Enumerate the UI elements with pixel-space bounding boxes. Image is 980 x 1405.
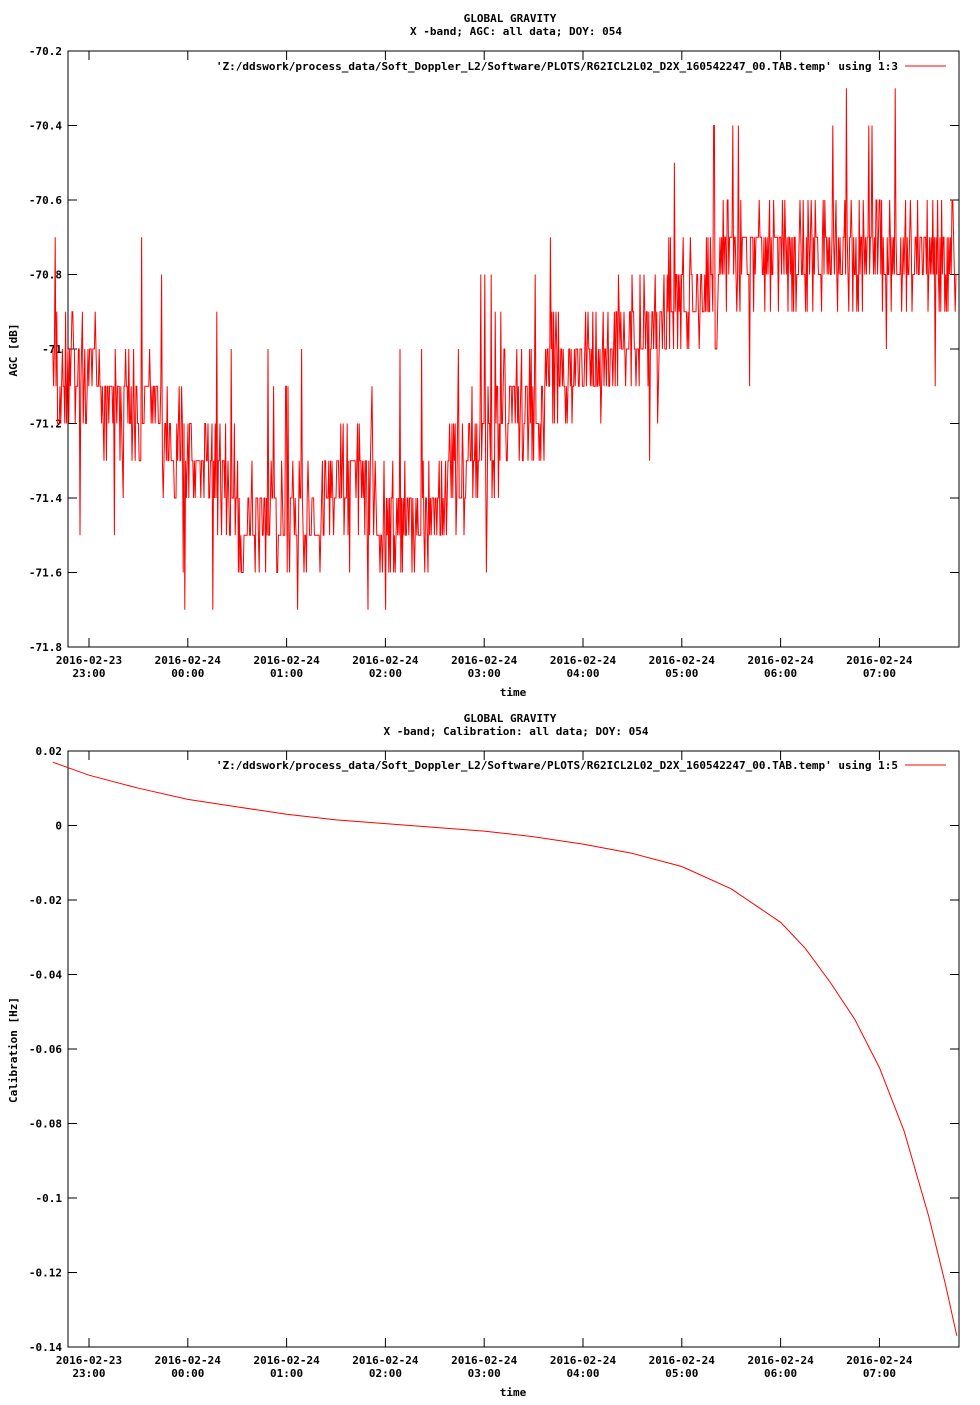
agc-plot-frame [67,50,960,648]
agc-y-axis-label: AGC [dB] [7,324,20,377]
calibration-y-tick-label: -0.04 [29,969,62,982]
calibration-y-axis: 0.02 0 -0.02 -0.04 -0.06 -0.08 -0.1 -0.12 -0.14 [29,745,959,1354]
agc-legend-label: 'Z:/ddswork/process_data/Soft_Doppler_L2… [216,60,898,73]
calibration-x-tick-time: 02:00 [369,1367,402,1380]
agc-x-axis: 2016-02-2323:002016-02-2400:002016-02-24… [56,51,913,680]
calibration-x-tick-time: 01:00 [270,1367,303,1380]
calibration-x-tick-date: 2016-02-24 [352,1354,419,1367]
calibration-y-tick-label: -0.02 [29,894,62,907]
calibration-x-tick-time: 06:00 [764,1367,797,1380]
agc-y-tick-label: -71.6 [29,567,62,580]
calibration-x-tick-time: 03:00 [468,1367,501,1380]
calibration-x-tick-time: 04:00 [566,1367,599,1380]
calibration-x-tick-date: 2016-02-24 [846,1354,913,1367]
agc-y-tick-label: -70.8 [29,269,62,282]
agc-x-tick-time: 04:00 [566,667,599,680]
agc-x-tick-time: 00:00 [171,667,204,680]
agc-x-tick-date: 2016-02-23 [56,654,122,667]
calibration-x-tick-date: 2016-02-24 [550,1354,617,1367]
agc-x-tick-time: 05:00 [665,667,698,680]
agc-x-tick-time: 23:00 [72,667,105,680]
agc-y-axis: -70.2 -70.4 -70.6 -70.8 -71 -71.2 -71.4 -71.6 -7… [29,45,959,654]
agc-x-tick-date: 2016-02-24 [253,654,320,667]
agc-x-tick-time: 02:00 [369,667,402,680]
agc-series [52,88,957,610]
agc-x-tick-time: 07:00 [863,667,896,680]
agc-chart-subtitle: X -band; AGC: all data; DOY: 054 [410,25,622,38]
agc-x-axis-label: time [500,686,527,699]
calibration-y-tick-label: 0.02 [36,745,63,758]
calibration-y-tick-label: -0.06 [29,1043,62,1056]
calibration-x-tick-date: 2016-02-24 [155,1354,222,1367]
calibration-y-tick-label: -0.12 [29,1267,62,1280]
calibration-x-tick-time: 05:00 [665,1367,698,1380]
calibration-legend-label: 'Z:/ddswork/process_data/Soft_Doppler_L2… [216,759,898,772]
calibration-y-axis-label: Calibration [Hz] [7,997,20,1103]
calibration-x-tick-date: 2016-02-23 [56,1354,122,1367]
agc-y-tick-label: -70.4 [29,120,62,133]
agc-chart-title: GLOBAL GRAVITY [464,12,557,25]
calibration-y-tick-label: -0.08 [29,1118,62,1131]
agc-x-tick-date: 2016-02-24 [451,654,518,667]
calibration-series [52,761,958,1336]
calibration-y-tick-label: -0.14 [29,1341,62,1354]
calibration-x-tick-date: 2016-02-24 [649,1354,716,1367]
agc-y-tick-label: -70.6 [29,194,62,207]
calibration-x-tick-date: 2016-02-24 [253,1354,320,1367]
agc-x-tick-date: 2016-02-24 [846,654,913,667]
agc-y-tick-label: -71.2 [29,418,62,431]
agc-x-tick-date: 2016-02-24 [747,654,814,667]
calibration-chart-title: GLOBAL GRAVITY [464,712,557,725]
calibration-series-line [52,761,958,1336]
calibration-x-tick-time: 07:00 [863,1367,896,1380]
agc-y-tick-label: -71.4 [29,492,62,505]
agc-x-tick-date: 2016-02-24 [155,654,222,667]
calibration-x-tick-date: 2016-02-24 [451,1354,518,1367]
agc-y-tick-label: -70.2 [29,45,62,58]
calibration-chart-subtitle: X -band; Calibration: all data; DOY: 054 [384,725,649,738]
calibration-x-tick-date: 2016-02-24 [747,1354,814,1367]
calibration-chart: GLOBAL GRAVITY X -band; Calibration: all… [7,712,960,1399]
calibration-y-tick-label: 0 [55,820,62,833]
calibration-x-tick-time: 23:00 [72,1367,105,1380]
calibration-y-tick-label: -0.1 [36,1192,63,1205]
agc-x-tick-date: 2016-02-24 [649,654,716,667]
calibration-x-axis-label: time [500,1386,527,1399]
calibration-x-tick-time: 00:00 [171,1367,204,1380]
calibration-legend: 'Z:/ddswork/process_data/Soft_Doppler_L2… [216,759,946,772]
agc-x-tick-time: 01:00 [270,667,303,680]
agc-y-tick-label: -71.8 [29,641,62,654]
calibration-x-axis: 2016-02-2323:002016-02-2400:002016-02-24… [56,751,913,1380]
agc-x-tick-date: 2016-02-24 [352,654,419,667]
agc-series-line [52,88,957,610]
agc-x-tick-time: 03:00 [468,667,501,680]
agc-x-tick-time: 06:00 [764,667,797,680]
calibration-plot-frame [67,750,960,1348]
agc-x-tick-date: 2016-02-24 [550,654,617,667]
agc-chart: GLOBAL GRAVITY X -band; AGC: all data; D… [7,12,960,699]
agc-legend: 'Z:/ddswork/process_data/Soft_Doppler_L2… [216,60,946,73]
agc-y-tick-label: -71 [42,343,62,356]
